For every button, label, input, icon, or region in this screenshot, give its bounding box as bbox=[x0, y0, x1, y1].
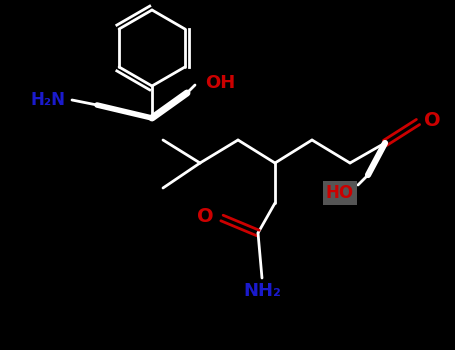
Text: H₂N: H₂N bbox=[31, 91, 66, 109]
Text: O: O bbox=[424, 111, 440, 130]
Text: HO: HO bbox=[326, 184, 354, 202]
Text: NH₂: NH₂ bbox=[243, 282, 281, 300]
Text: O: O bbox=[197, 206, 214, 225]
Text: OH: OH bbox=[205, 74, 235, 92]
